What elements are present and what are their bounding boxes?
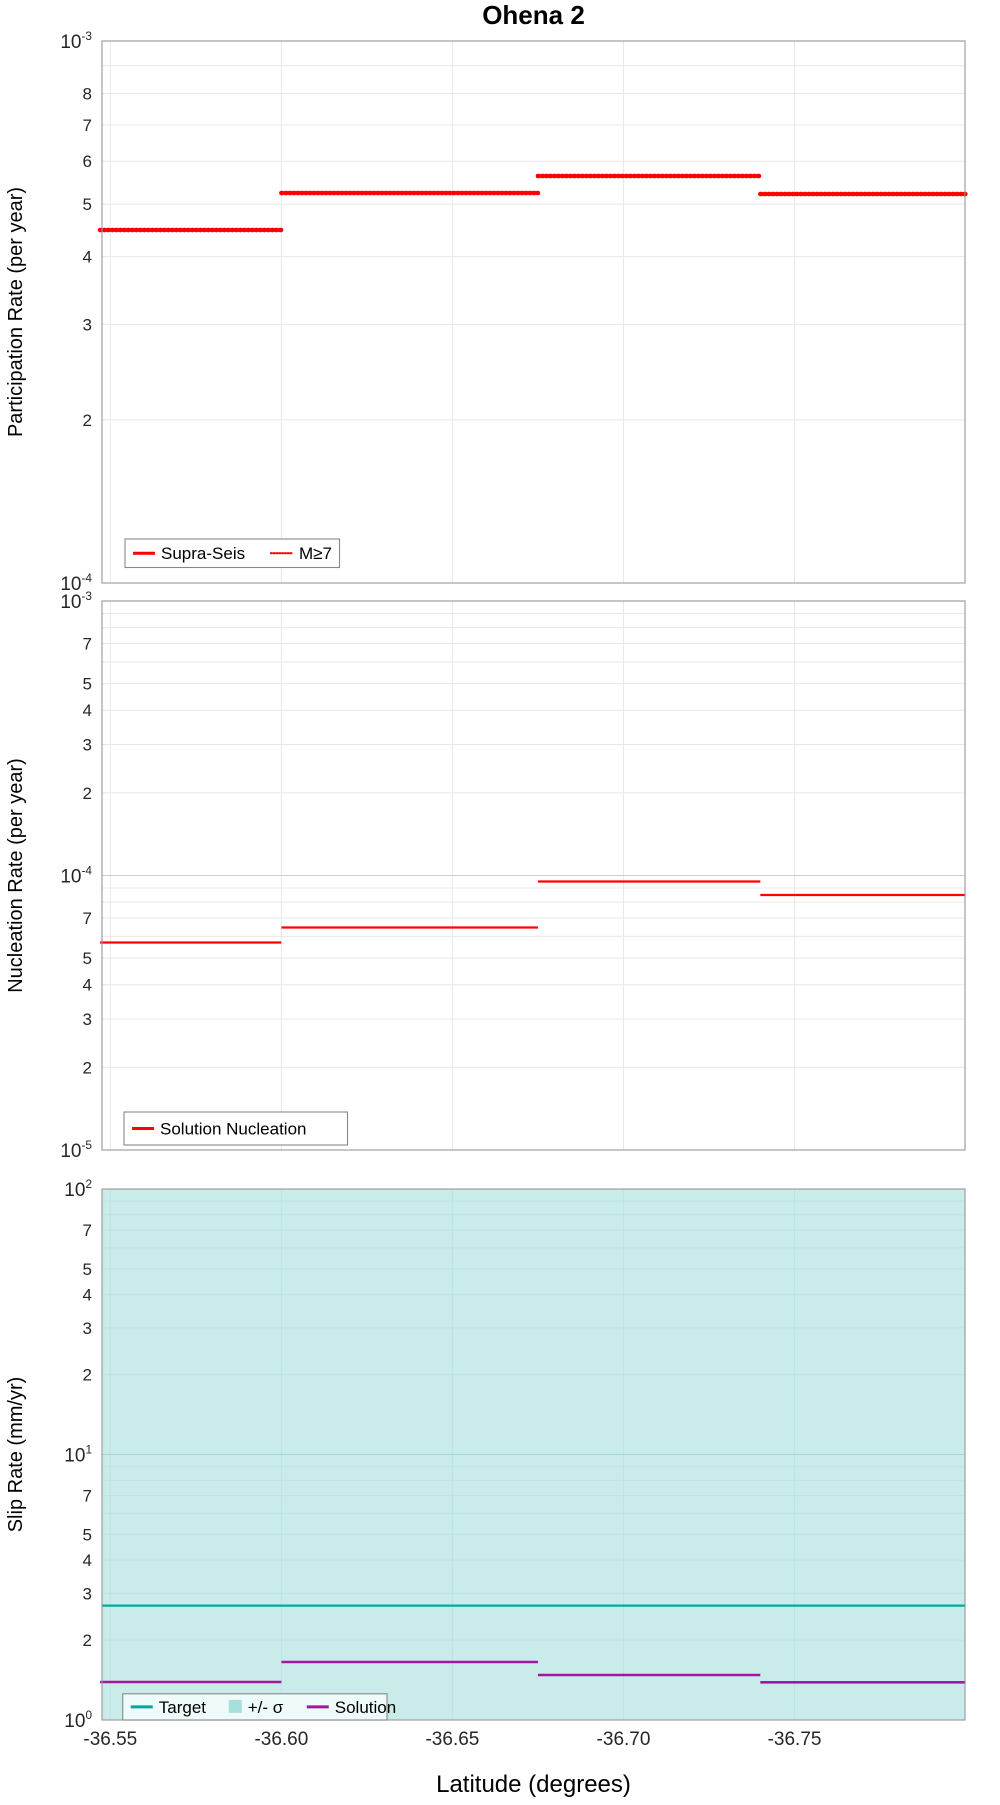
svg-text:2: 2: [83, 1058, 92, 1077]
svg-text:+/- σ: +/- σ: [248, 1698, 284, 1717]
svg-text:2: 2: [83, 784, 92, 803]
svg-text:4: 4: [83, 976, 92, 995]
svg-text:3: 3: [83, 736, 92, 755]
svg-text:5: 5: [83, 949, 92, 968]
svg-text:Supra-Seis: Supra-Seis: [161, 544, 245, 563]
svg-text:-36.55: -36.55: [83, 1729, 137, 1750]
svg-text:-36.65: -36.65: [425, 1729, 479, 1750]
svg-text:7: 7: [83, 116, 92, 135]
svg-text:7: 7: [83, 1221, 92, 1240]
svg-text:5: 5: [83, 195, 92, 214]
svg-text:Latitude (degrees): Latitude (degrees): [436, 1771, 631, 1798]
svg-text:4: 4: [83, 1286, 92, 1305]
svg-text:Nucleation Rate (per year): Nucleation Rate (per year): [5, 758, 27, 993]
svg-text:2: 2: [83, 1631, 92, 1650]
svg-text:Ohena 2: Ohena 2: [482, 0, 585, 30]
svg-text:2: 2: [83, 1366, 92, 1385]
svg-text:6: 6: [83, 152, 92, 171]
svg-text:4: 4: [83, 248, 92, 267]
svg-text:3: 3: [83, 1010, 92, 1029]
svg-text:7: 7: [83, 635, 92, 654]
svg-text:8: 8: [83, 85, 92, 104]
svg-text:4: 4: [83, 701, 92, 720]
svg-text:Slip Rate (mm/yr): Slip Rate (mm/yr): [5, 1377, 27, 1533]
svg-text:Participation Rate (per year): Participation Rate (per year): [5, 187, 27, 437]
svg-text:5: 5: [83, 1260, 92, 1279]
svg-text:M≥7: M≥7: [299, 544, 332, 563]
svg-text:-36.70: -36.70: [597, 1729, 651, 1750]
svg-text:3: 3: [83, 1319, 92, 1338]
svg-text:3: 3: [83, 315, 92, 334]
svg-text:-36.60: -36.60: [254, 1729, 308, 1750]
svg-text:2: 2: [83, 411, 92, 430]
svg-text:5: 5: [83, 675, 92, 694]
svg-text:7: 7: [83, 1487, 92, 1506]
svg-text:-36.75: -36.75: [768, 1729, 822, 1750]
svg-text:5: 5: [83, 1525, 92, 1544]
svg-text:Solution: Solution: [335, 1698, 396, 1717]
svg-text:7: 7: [83, 909, 92, 928]
svg-text:Target: Target: [159, 1698, 207, 1717]
svg-text:3: 3: [83, 1584, 92, 1603]
svg-text:4: 4: [83, 1551, 92, 1570]
svg-text:Solution Nucleation: Solution Nucleation: [160, 1120, 306, 1139]
